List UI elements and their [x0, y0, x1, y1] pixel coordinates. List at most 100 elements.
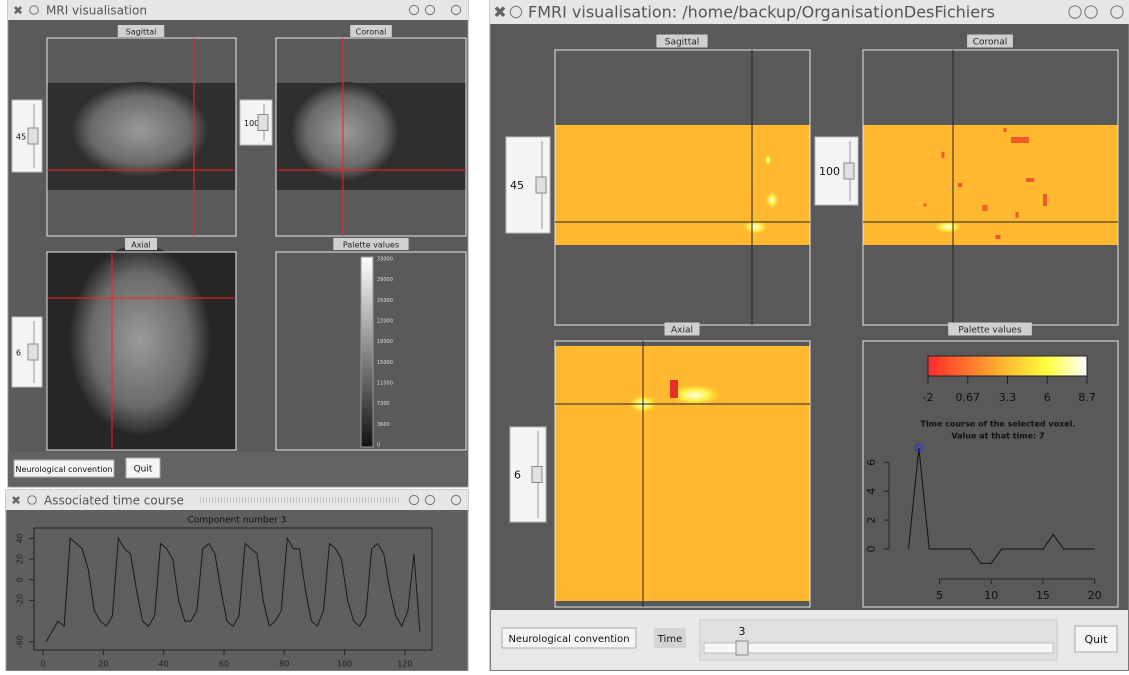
button[interactable]: [125, 457, 161, 479]
activation: [932, 220, 964, 234]
y-tick-label: -20: [16, 594, 25, 607]
colorbar-label: 11000: [377, 381, 393, 387]
panel-label: Coronal: [356, 28, 387, 37]
colorbar-label: 29000: [377, 277, 393, 283]
close-icon: ✖: [493, 3, 506, 22]
selected-point: [914, 443, 923, 452]
time-label: Time: [657, 634, 682, 645]
window-button[interactable]: [424, 494, 436, 506]
y-tick-label: 0: [16, 577, 25, 582]
panel-frame: [275, 251, 467, 451]
slider-value: 45: [16, 133, 26, 142]
close-icon: ✖: [13, 4, 23, 18]
panel-label: Palette values: [343, 241, 399, 250]
activation: [1011, 137, 1029, 143]
window-button[interactable]: [450, 494, 462, 506]
window-button[interactable]: [1110, 5, 1124, 19]
x-tick-label: 60: [219, 660, 229, 669]
slider-thumb[interactable]: [27, 343, 39, 361]
activation: [995, 235, 1001, 239]
time-value: 3: [739, 625, 746, 638]
menu-icon[interactable]: [509, 5, 523, 19]
x-tick-label: 5: [936, 589, 943, 602]
x-tick-label: 100: [337, 660, 352, 669]
data-line: [908, 447, 1095, 564]
window-button[interactable]: [408, 4, 420, 16]
slider-value: 100: [244, 119, 259, 128]
activation: [665, 383, 725, 407]
menu-icon[interactable]: [27, 495, 37, 505]
button-label: Neurological convention: [16, 465, 113, 474]
panel-label-bg: [664, 322, 700, 336]
window-button[interactable]: [1084, 5, 1098, 19]
time-slider[interactable]: [699, 619, 1058, 661]
slider-thumb[interactable]: [257, 114, 269, 131]
panel-frame: [46, 251, 237, 451]
slider-thumb[interactable]: [27, 127, 39, 145]
panel-label: Coronal: [973, 38, 1008, 48]
slider-thumb[interactable]: [843, 162, 855, 180]
slider-value: 100: [819, 165, 840, 178]
colorbar: [360, 256, 374, 448]
panel-label: Axial: [131, 241, 151, 250]
data-line: [45, 536, 421, 642]
colorbar-label: 25000: [377, 298, 393, 304]
window-button[interactable]: [1068, 5, 1082, 19]
plot-frame: [33, 527, 433, 651]
panel-label-bg: [125, 238, 157, 250]
colorbar-label: 0.67: [956, 391, 981, 404]
window-button[interactable]: [450, 4, 462, 16]
panel-frame: [46, 37, 237, 237]
y-tick-label: 40: [16, 533, 25, 543]
close-icon: ✖: [11, 494, 21, 508]
activation: [741, 219, 769, 235]
x-tick-label: 15: [1036, 589, 1050, 602]
activation: [1015, 212, 1019, 218]
window-button[interactable]: [408, 494, 420, 506]
label-bg: [654, 628, 686, 648]
title-bar: [490, 0, 1129, 24]
colorbar-label: 7300: [377, 401, 390, 407]
y-tick-label: 0: [865, 546, 878, 553]
brain-shape: [70, 245, 210, 435]
slider-thumb[interactable]: [531, 466, 543, 483]
window-button[interactable]: [424, 4, 436, 16]
brain-shape: [290, 82, 400, 182]
panel-label-bg: [350, 25, 392, 37]
panel-label: Palette values: [958, 326, 1022, 336]
activation: [765, 190, 779, 210]
panel-label: Sagittal: [126, 28, 157, 37]
slider[interactable]: [11, 99, 43, 173]
colorbar-label: 3600: [377, 422, 390, 428]
slider-thumb[interactable]: [735, 640, 749, 656]
x-tick-label: 120: [397, 660, 412, 669]
slider-track: [703, 642, 1054, 654]
button: [13, 459, 115, 478]
window: [5, 489, 469, 672]
slider-thumb[interactable]: [535, 176, 547, 194]
panel-frame: [275, 37, 467, 237]
slider-value: 6: [514, 469, 521, 482]
panel-label: Sagittal: [665, 38, 700, 48]
activation: [958, 183, 962, 187]
activation: [764, 154, 772, 166]
activation: [923, 203, 927, 207]
panel-frame: [554, 340, 811, 608]
button-label: Quit: [1085, 633, 1109, 646]
button[interactable]: [1074, 625, 1118, 653]
colorbar-label: 8.7: [1078, 391, 1096, 404]
title-bar: [8, 0, 468, 20]
colorbar-label: 33000: [377, 257, 393, 263]
menu-icon[interactable]: [29, 5, 39, 15]
activation: [1043, 194, 1047, 206]
y-tick-label: 2: [865, 517, 878, 524]
button-label: Neurological convention: [508, 634, 629, 645]
panel-label-bg: [117, 25, 165, 37]
window-title: MRI visualisation: [46, 4, 147, 18]
activation: [982, 205, 988, 211]
activation: [1026, 178, 1034, 182]
panel-label-bg: [948, 322, 1032, 336]
x-tick-label: 10: [984, 589, 998, 602]
